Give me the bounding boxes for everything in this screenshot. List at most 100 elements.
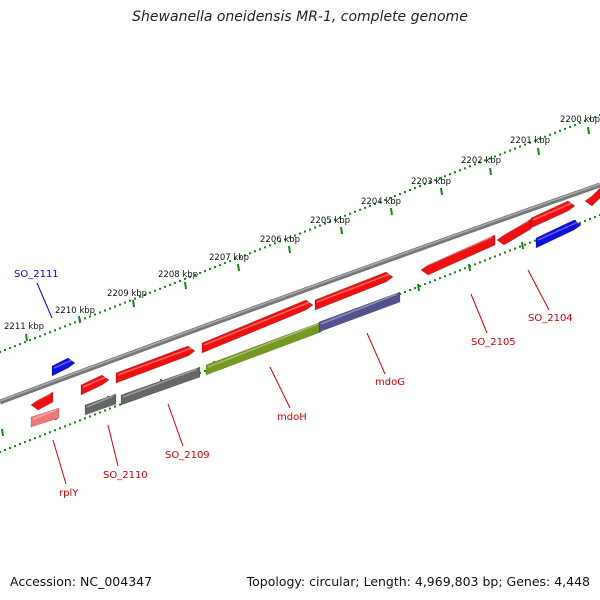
- gene-label-mdoh[interactable]: mdoH: [277, 412, 307, 423]
- gene-mdoG-rna-shine: [320, 293, 398, 325]
- inner-ruler-dot: [14, 445, 16, 448]
- inner-ruler-dot: [584, 219, 586, 222]
- outer-major-tick: [288, 245, 291, 254]
- outer-ruler-dot: [19, 343, 21, 346]
- gene-SO_2111: [51, 357, 76, 377]
- inner-ruler-dot: [449, 273, 451, 276]
- outer-ruler-dot: [234, 258, 236, 261]
- gene-SO_2105-shine: [422, 236, 493, 268]
- outer-ruler-dot: [54, 329, 56, 332]
- inner-ruler-dot: [94, 413, 96, 416]
- accession-text: Accession: NC_004347: [10, 574, 153, 589]
- outer-ruler-dot: [459, 169, 461, 172]
- kbp-label-2208: 2208 kbp: [158, 270, 198, 280]
- inner-ruler-dot: [499, 253, 501, 256]
- inner-ruler-dot: [99, 411, 101, 414]
- genome-backbone-highlight: [0, 183, 600, 402]
- outer-ruler-dot: [229, 260, 231, 263]
- inner-ruler-dot: [74, 421, 76, 424]
- kbp-label-2202: 2202 kbp: [461, 156, 501, 166]
- outer-ruler-dot: [109, 307, 111, 310]
- inner-ruler-dot: [19, 443, 21, 446]
- outer-ruler-dot: [339, 216, 341, 219]
- outer-major-tick: [390, 207, 393, 216]
- gene-SO_2109: [115, 345, 196, 384]
- inner-ruler-dot: [0, 451, 1, 453]
- inner-ruler-dot: [114, 405, 116, 408]
- footer-bar: Accession: NC_004347 Topology: circular;…: [10, 574, 590, 589]
- outer-ruler-dot: [344, 214, 346, 217]
- gene-SO_2104-shine: [498, 220, 529, 238]
- inner-ruler-dot: [119, 403, 121, 406]
- outer-ruler-dot: [34, 337, 36, 340]
- gene-mdoH-rna: [205, 321, 322, 376]
- outer-ruler-dot: [64, 325, 66, 328]
- gene-mdoG: [314, 271, 394, 311]
- inner-ruler-dot: [444, 275, 446, 278]
- outer-ruler-dot: [89, 315, 91, 318]
- outer-ruler-dot: [179, 279, 181, 282]
- outer-ruler-dot: [39, 335, 41, 338]
- outer-ruler-dot: [299, 232, 301, 235]
- outer-ruler-dot: [449, 173, 451, 176]
- inner-ruler-dot: [84, 417, 86, 420]
- inner-ruler-dot: [49, 431, 51, 434]
- outer-ruler-dot: [114, 305, 116, 308]
- outer-ruler-dot: [259, 248, 261, 251]
- outer-ruler-dot: [159, 287, 161, 290]
- inner-major-tick: [417, 283, 420, 292]
- gene-SO_2110-rna: [84, 393, 117, 416]
- outer-ruler-dot: [254, 250, 256, 253]
- outer-ruler-dot: [99, 311, 101, 314]
- outer-ruler-dot: [279, 240, 281, 243]
- outer-ruler-dot: [469, 165, 471, 168]
- outer-ruler-dot: [414, 187, 416, 190]
- inner-ruler-dot: [69, 423, 71, 426]
- outer-ruler-dot: [74, 321, 76, 324]
- gene-SO_2103-shine: [532, 202, 573, 221]
- outer-ruler-dot: [119, 303, 121, 306]
- outer-ruler-dot: [239, 256, 241, 259]
- outer-ruler-dot: [44, 333, 46, 336]
- outer-ruler-dot: [4, 349, 6, 352]
- outer-ruler-dot: [224, 262, 226, 265]
- outer-ruler-dot: [559, 129, 561, 132]
- inner-ruler-dot: [484, 259, 486, 262]
- gene-SO_2104-rna-shine: [537, 221, 579, 241]
- inner-ruler-dot: [494, 255, 496, 258]
- outer-ruler-dot: [209, 268, 211, 271]
- inner-ruler-dot: [474, 263, 476, 266]
- outer-ruler-dot: [104, 309, 106, 312]
- inner-ruler-dot: [519, 245, 521, 248]
- outer-ruler-dot: [219, 264, 221, 267]
- outer-major-tick: [237, 263, 240, 272]
- gene-label-so2104[interactable]: SO_2104: [528, 313, 573, 324]
- outer-major-tick: [132, 299, 135, 308]
- gene-label-mdog[interactable]: mdoG: [375, 377, 405, 388]
- outer-ruler-dot: [594, 115, 596, 118]
- outer-ruler-dot: [154, 289, 156, 292]
- outer-ruler-dot: [139, 295, 141, 298]
- gene-label-so2105[interactable]: SO_2105: [471, 337, 516, 348]
- gene-label-so2110[interactable]: SO_2110: [103, 470, 148, 481]
- outer-ruler-dot: [579, 121, 581, 124]
- outer-major-tick: [587, 126, 590, 135]
- inner-ruler-dot: [489, 257, 491, 260]
- inner-ruler-dot: [524, 243, 526, 246]
- gene-SO_2104-rna: [535, 219, 582, 249]
- outer-ruler-dot: [369, 204, 371, 207]
- outer-ruler-dot: [324, 222, 326, 225]
- inner-ruler-dot: [89, 415, 91, 418]
- kbp-label-2204: 2204 kbp: [361, 197, 401, 207]
- leader-rply: [52, 439, 67, 485]
- outer-ruler-dot: [164, 285, 166, 288]
- gene-label-so2111[interactable]: SO_2111: [14, 269, 59, 280]
- gene-label-rply[interactable]: rplY: [59, 488, 79, 499]
- gene-label-so2109[interactable]: SO_2109: [165, 450, 210, 461]
- outer-ruler-dot: [204, 270, 206, 273]
- kbp-label-2206: 2206 kbp: [260, 235, 300, 245]
- gene-SO_2110-shine: [82, 376, 107, 388]
- outer-ruler-dot: [479, 161, 481, 164]
- gene-SO_2109-shine: [117, 347, 193, 376]
- inner-ruler-dot: [104, 409, 106, 412]
